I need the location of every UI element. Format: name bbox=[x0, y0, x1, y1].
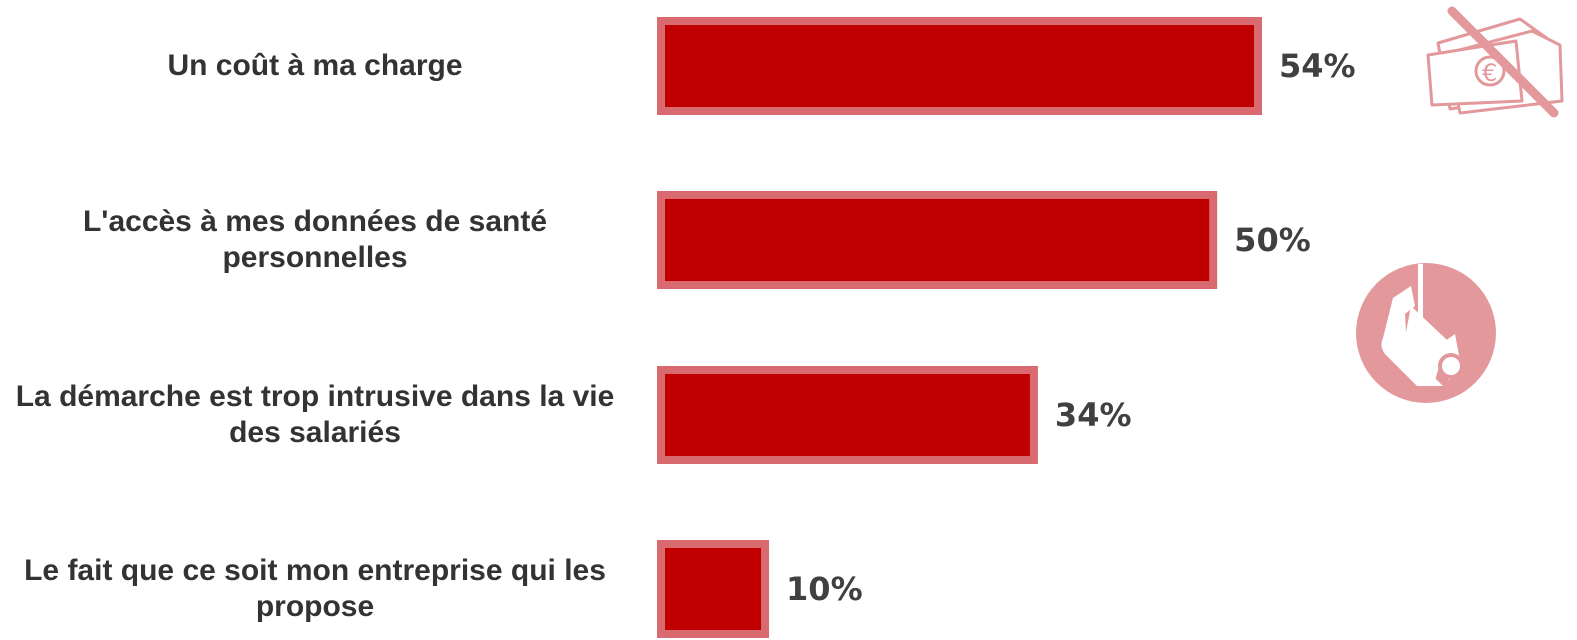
value-label: 50% bbox=[1234, 221, 1311, 259]
value-label: 54% bbox=[1279, 47, 1356, 85]
security-camera-icon bbox=[1356, 263, 1496, 403]
bars-group bbox=[657, 17, 1262, 638]
svg-text:€: € bbox=[1482, 59, 1497, 87]
crossed-out-money-icon: € bbox=[1426, 6, 1564, 118]
category-label: L'accès à mes données de santé personnel… bbox=[82, 205, 548, 274]
category-label: Le fait que ce soit mon entreprise qui l… bbox=[24, 554, 606, 623]
bar bbox=[665, 25, 1254, 107]
category-label: La démarche est trop intrusive dans la v… bbox=[15, 380, 615, 449]
bar bbox=[665, 548, 762, 630]
bar bbox=[665, 199, 1210, 281]
bar bbox=[665, 374, 1030, 456]
category-label: Un coût à ma charge bbox=[167, 49, 463, 82]
value-label: 10% bbox=[786, 570, 863, 608]
value-label: 34% bbox=[1054, 396, 1132, 434]
